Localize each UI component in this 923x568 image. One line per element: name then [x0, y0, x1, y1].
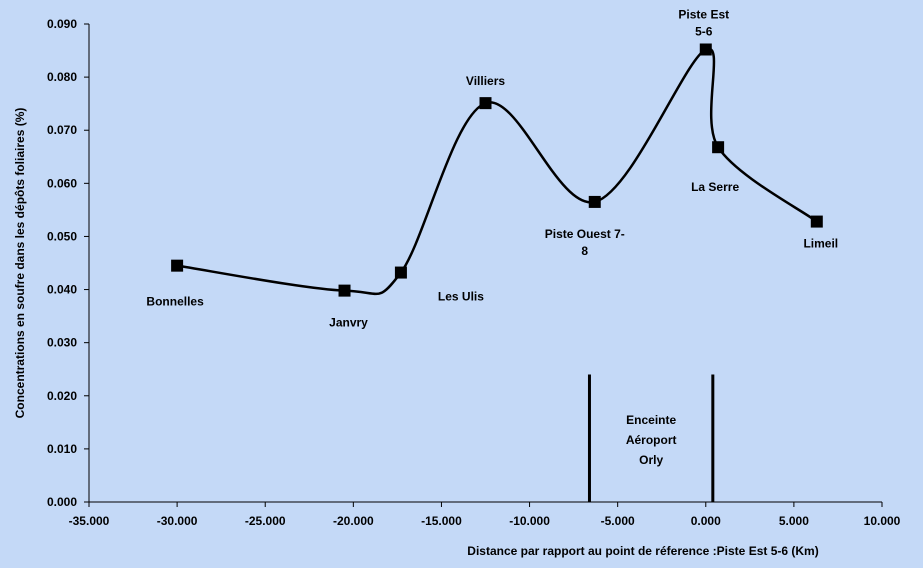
data-series — [171, 43, 823, 297]
y-tick-label: 0.030 — [47, 336, 77, 350]
x-axis-title: Distance par rapport au point de réferen… — [467, 544, 818, 558]
data-point — [479, 97, 492, 110]
point-label: Piste Ouest 7-8 — [545, 227, 625, 258]
y-tick-label: 0.050 — [47, 229, 77, 243]
y-tick-label: 0.000 — [47, 495, 77, 509]
point-label: Piste Est 5-6 — [678, 7, 729, 38]
y-tick-label: 0.090 — [47, 17, 77, 31]
zone-label-line: Aéroport — [626, 433, 677, 447]
x-tick-label: -10.000 — [509, 514, 550, 528]
point-label: Janvry — [329, 316, 368, 330]
x-tick-label: -30.000 — [157, 514, 198, 528]
x-tick-label: 0.000 — [691, 514, 721, 528]
x-tick-label: -35.000 — [69, 514, 110, 528]
series-line — [176, 47, 818, 296]
point-label: Bonnelles — [146, 295, 204, 309]
y-tick-label: 0.080 — [47, 70, 77, 84]
data-point — [394, 266, 407, 279]
data-point — [712, 141, 725, 154]
y-tick-label: 0.040 — [47, 283, 77, 297]
y-tick-label: 0.020 — [47, 389, 77, 403]
zone-label-line: Enceinte — [626, 413, 676, 427]
zone-label-line: Orly — [639, 453, 663, 467]
point-label: Villiers — [466, 74, 505, 88]
data-point — [810, 215, 823, 228]
y-tick-label: 0.070 — [47, 123, 77, 137]
point-label: Limeil — [803, 237, 838, 251]
y-tick-label: 0.060 — [47, 176, 77, 190]
point-labels: Bonnelles Janvry Les Ulis Villiers Piste Oue… — [146, 7, 838, 329]
data-point — [588, 195, 601, 208]
airport-zone: Enceinte Aéroport Orly — [587, 374, 715, 502]
point-label: Les Ulis — [438, 290, 484, 304]
point-label: La Serre — [691, 180, 739, 194]
y-tick-label: 0.010 — [47, 442, 77, 456]
x-tick-label: 10.000 — [864, 514, 901, 528]
data-point — [338, 284, 351, 297]
x-tick-label: -5.000 — [601, 514, 635, 528]
x-tick-label: -20.000 — [333, 514, 374, 528]
data-point — [699, 43, 712, 56]
x-tick-label: -25.000 — [245, 514, 286, 528]
x-tick-label: -15.000 — [421, 514, 462, 528]
x-tick-label: 5.000 — [779, 514, 809, 528]
y-axis-title: Concentrations en soufre dans les dépôts… — [13, 108, 27, 419]
data-point — [171, 259, 184, 272]
axes: 0.000 0.010 0.020 0.030 0.040 0.050 0.060 0.070… — [47, 17, 901, 528]
